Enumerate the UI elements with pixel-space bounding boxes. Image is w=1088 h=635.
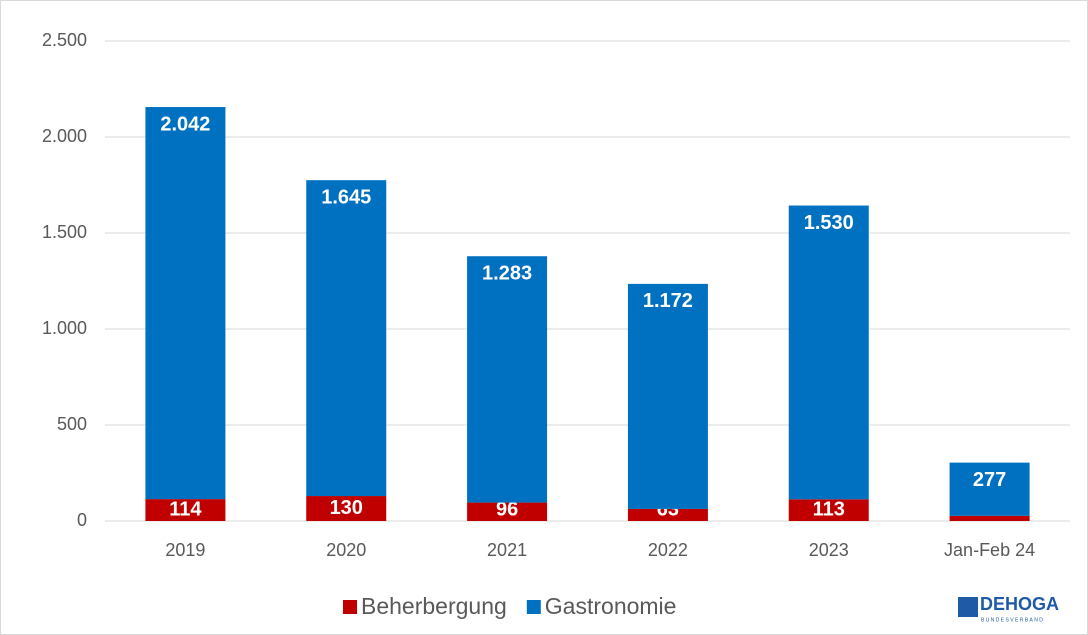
logo-subtext: BUNDESVERBAND bbox=[981, 617, 1044, 623]
x-tick-label: Jan-Feb 24 bbox=[944, 540, 1035, 560]
value-label: 1.172 bbox=[643, 290, 693, 312]
y-tick-label: 2.000 bbox=[42, 126, 87, 146]
y-tick-label: 500 bbox=[57, 414, 87, 434]
bar-segment bbox=[949, 462, 1030, 516]
bar-segment bbox=[306, 180, 387, 497]
legend-label: Beherbergung bbox=[361, 593, 507, 619]
y-tick-label: 2.500 bbox=[42, 30, 87, 50]
x-tick-label: 2022 bbox=[648, 540, 688, 560]
x-tick-label: 2021 bbox=[487, 540, 527, 560]
y-tick-label: 1.000 bbox=[42, 318, 87, 338]
x-tick-label: 2023 bbox=[809, 540, 849, 560]
value-label: 113 bbox=[813, 498, 845, 520]
logo-text: DEHOGA bbox=[980, 594, 1059, 614]
value-label: 130 bbox=[330, 497, 363, 519]
bar-segment bbox=[788, 499, 869, 521]
value-label: 277 bbox=[973, 469, 1006, 491]
legend-label: Gastronomie bbox=[545, 593, 677, 619]
bar-segment bbox=[306, 496, 387, 521]
value-label: 1.283 bbox=[482, 263, 532, 285]
logo-icon bbox=[958, 597, 978, 617]
legend-swatch bbox=[526, 600, 541, 614]
y-tick-label: 0 bbox=[77, 510, 87, 530]
bar-segment bbox=[145, 107, 226, 500]
y-tick-label: 1.500 bbox=[42, 222, 87, 242]
value-label: 1.645 bbox=[321, 186, 371, 208]
bar-segment bbox=[467, 502, 548, 521]
bar-segment bbox=[627, 508, 708, 521]
bar-segment bbox=[627, 283, 708, 509]
bar-segment bbox=[467, 256, 548, 503]
value-label: 2.042 bbox=[160, 113, 210, 135]
value-label: 114 bbox=[169, 498, 202, 520]
value-label: 96 bbox=[496, 498, 518, 520]
legend-swatch bbox=[343, 600, 357, 614]
bar-segment bbox=[788, 205, 869, 500]
x-tick-label: 2019 bbox=[165, 540, 205, 560]
logo: DEHOGA BUNDESVERBAND bbox=[958, 594, 1059, 623]
bar-segment bbox=[145, 499, 226, 521]
value-label: 1.530 bbox=[804, 212, 854, 234]
x-tick-label: 2020 bbox=[326, 540, 366, 560]
bar-segment bbox=[949, 515, 1030, 521]
